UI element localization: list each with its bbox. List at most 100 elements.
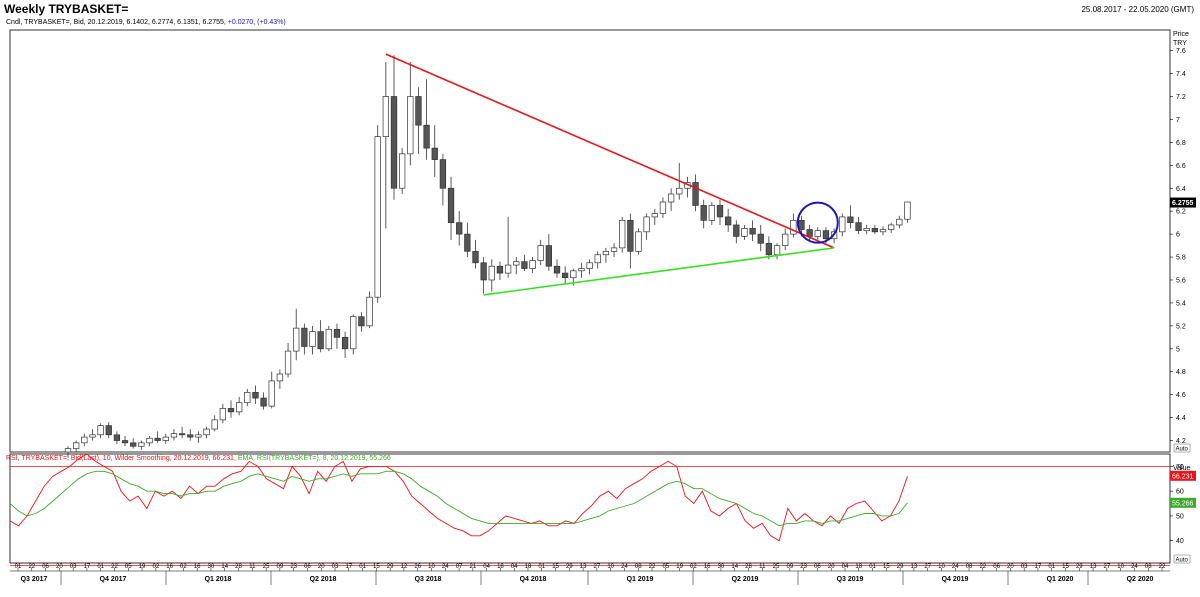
- x-week-label: 22: [28, 564, 35, 570]
- x-week-label: 04: [483, 564, 490, 570]
- candle-body: [325, 328, 332, 350]
- candle-body: [203, 428, 210, 436]
- candle-body: [333, 328, 341, 338]
- candle-body: [521, 261, 528, 269]
- price-tick-label: 7.2: [1176, 94, 1186, 101]
- candle-body: [431, 147, 438, 160]
- x-week-label: 08: [966, 564, 973, 570]
- x-week-label: 02: [152, 564, 159, 570]
- x-week-label: 28: [745, 564, 752, 570]
- x-week-label: 20: [1007, 564, 1014, 570]
- candle-body: [896, 218, 903, 226]
- x-week-label: 22: [649, 564, 656, 570]
- rsi-tick-label: 40: [1176, 538, 1184, 545]
- candle-body: [170, 433, 178, 438]
- x-week-label: 23: [290, 564, 297, 570]
- candle-body: [268, 380, 275, 407]
- candle-body: [855, 222, 862, 232]
- price-tick-label: 4.4: [1176, 415, 1186, 422]
- rsi-auto-label: Auto: [1176, 558, 1189, 564]
- candle-body: [138, 442, 145, 447]
- candle-body: [293, 327, 300, 352]
- x-quarter-label: Q3 2019: [837, 576, 864, 583]
- x-week-label: 20: [828, 564, 835, 570]
- candle-body: [594, 254, 601, 264]
- x-week-label: 22: [979, 564, 986, 570]
- candle-body: [399, 153, 406, 189]
- x-quarter-label: Q2 2020: [1127, 576, 1154, 583]
- candle-body: [537, 245, 544, 261]
- x-week-label: 22: [111, 564, 118, 570]
- price-tick-label: 6.8: [1176, 140, 1186, 147]
- x-week-label: 09: [277, 564, 284, 570]
- price-tick-label: 5.4: [1176, 300, 1186, 307]
- x-quarter-label: Q1 2020: [1047, 576, 1074, 583]
- candle-body: [472, 250, 479, 264]
- candle-body: [586, 262, 593, 269]
- x-week-label: 21: [469, 564, 476, 570]
- candle-body: [227, 408, 235, 413]
- x-week-label: 22: [1159, 564, 1166, 570]
- candle-body: [790, 220, 797, 235]
- x-week-label: 19: [139, 564, 146, 570]
- x-week-label: 01: [538, 564, 545, 570]
- price-tick-label: 5: [1176, 346, 1180, 353]
- ema-value-label: 55.266: [1172, 500, 1194, 507]
- x-week-label: 01: [1048, 564, 1055, 570]
- x-week-label: 06: [304, 564, 311, 570]
- candle-body: [871, 228, 878, 233]
- x-quarter-label: Q4 2019: [942, 576, 969, 583]
- x-week-label: 29: [566, 564, 573, 570]
- price-tick-label: 4.6: [1176, 392, 1186, 399]
- x-week-label: 10: [607, 564, 614, 570]
- x-week-label: 11: [759, 564, 766, 570]
- candle-body: [635, 231, 642, 252]
- x-week-label: 04: [511, 564, 518, 570]
- x-week-label: 27: [1104, 564, 1111, 570]
- x-week-label: 29: [897, 564, 904, 570]
- x-quarter-label: Q1 2018: [205, 576, 232, 583]
- x-week-label: 01: [359, 564, 366, 570]
- last-price-box: [1170, 197, 1196, 208]
- x-week-label: 28: [235, 564, 242, 570]
- candle-body: [904, 201, 911, 220]
- x-quarter-label: Q3 2018: [415, 576, 442, 583]
- candle-body: [456, 222, 463, 235]
- x-week-label: 10: [428, 564, 435, 570]
- x-week-label: 03: [1021, 564, 1028, 570]
- price-tick-label: 6.4: [1176, 186, 1186, 193]
- candle-body: [578, 268, 585, 272]
- candle-body: [749, 228, 756, 235]
- x-week-label: 02: [690, 564, 697, 570]
- candle-body: [782, 233, 789, 246]
- x-week-label: 01: [97, 564, 104, 570]
- x-week-label: 08: [1145, 564, 1152, 570]
- x-week-label: 06: [814, 564, 821, 570]
- candle-body: [822, 230, 830, 240]
- candle-body: [317, 331, 324, 350]
- candle-body: [64, 448, 72, 453]
- candle-body: [545, 245, 552, 267]
- price-info: Cndl, TRYBASKET=, Bid, 20.12.2019, 6.140…: [6, 19, 286, 26]
- candle-body: [178, 433, 186, 436]
- x-week-label: 02: [180, 564, 187, 570]
- x-week-label: 18: [525, 564, 532, 570]
- candle-body: [146, 437, 153, 444]
- x-week-label: 24: [621, 564, 628, 570]
- x-week-label: 24: [952, 564, 959, 570]
- x-week-label: 26: [414, 564, 421, 570]
- x-quarter-label: Q1 2019: [627, 576, 654, 583]
- price-tick-label: 6.6: [1176, 163, 1186, 170]
- x-week-label: 15: [883, 564, 890, 570]
- x-week-label: 25: [263, 564, 270, 570]
- candle-body: [187, 434, 194, 438]
- price-axis-title: Price: [1173, 31, 1189, 38]
- candle-body: [496, 265, 504, 274]
- price-tick-label: 7.4: [1176, 71, 1186, 78]
- candle-body: [162, 436, 169, 441]
- candle-body: [252, 392, 259, 399]
- candle-body: [806, 229, 813, 237]
- breakout-circle: [796, 201, 839, 244]
- candle-body: [464, 233, 471, 252]
- x-week-label: 27: [924, 564, 931, 570]
